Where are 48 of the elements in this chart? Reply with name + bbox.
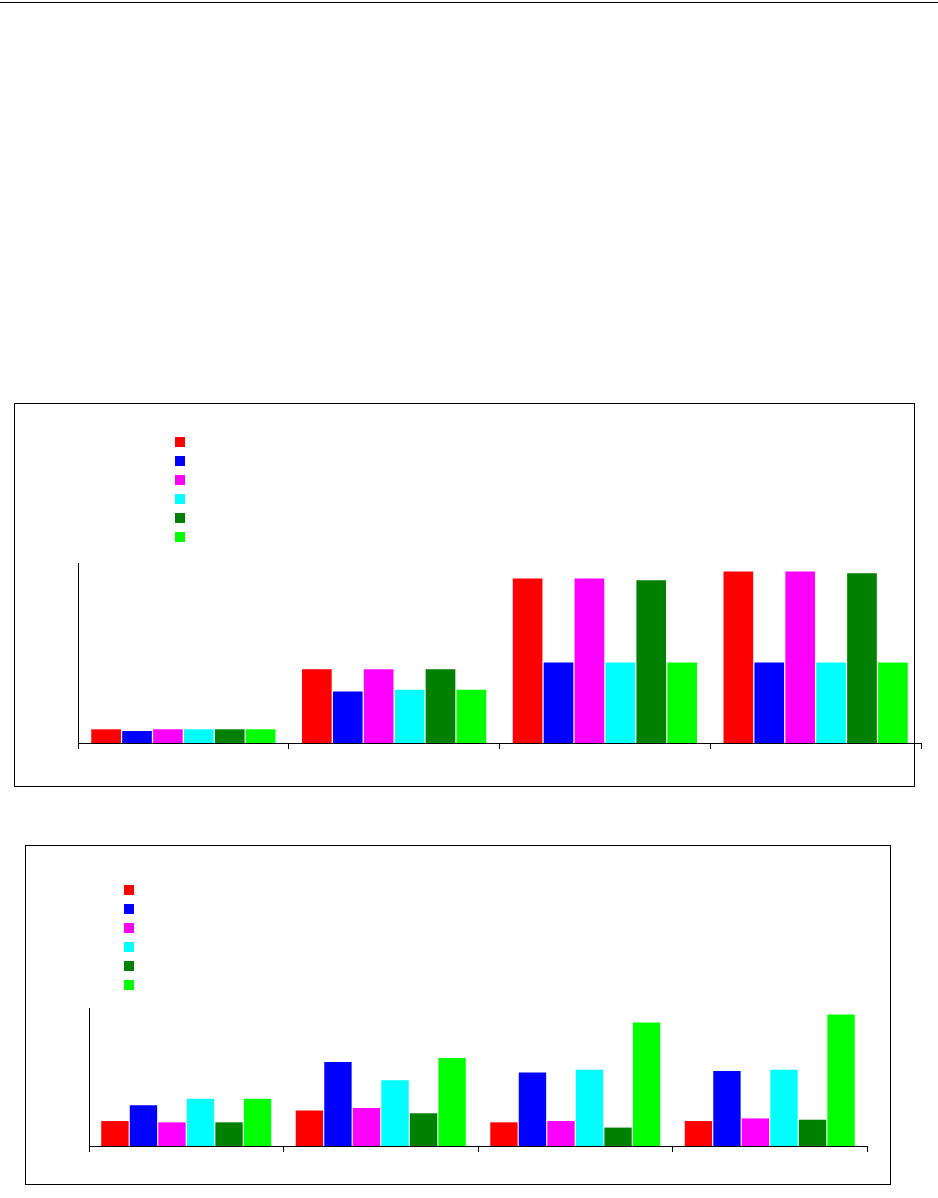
bar	[245, 729, 276, 743]
bar	[153, 729, 183, 743]
bar	[186, 1098, 215, 1146]
bar	[684, 1121, 713, 1146]
bar	[394, 689, 425, 743]
bar	[547, 1121, 575, 1146]
bar	[438, 1057, 466, 1146]
bar	[605, 662, 636, 743]
bar	[512, 578, 543, 743]
bar	[332, 691, 363, 743]
bar	[632, 1022, 661, 1146]
bar	[816, 662, 846, 743]
bar	[798, 1119, 827, 1146]
bar	[215, 1122, 243, 1146]
bar	[574, 578, 605, 743]
bar	[723, 571, 754, 743]
bar	[122, 731, 152, 743]
bar	[770, 1069, 798, 1146]
bar	[713, 1071, 741, 1146]
bar	[636, 580, 667, 743]
bar	[295, 1110, 324, 1146]
bar	[183, 729, 214, 743]
bar	[409, 1113, 438, 1146]
bar	[381, 1080, 409, 1146]
bar	[741, 1118, 770, 1146]
bar	[91, 729, 121, 743]
bar	[129, 1105, 158, 1146]
bar	[543, 662, 574, 743]
bar	[101, 1121, 129, 1146]
bar	[518, 1072, 547, 1146]
bar	[604, 1127, 632, 1146]
bar	[363, 669, 394, 743]
bar	[785, 571, 816, 743]
bar	[214, 729, 245, 743]
bar	[456, 689, 487, 743]
bar	[324, 1061, 352, 1146]
bar	[352, 1107, 381, 1146]
bar	[243, 1098, 272, 1146]
bar	[827, 1014, 855, 1146]
bar	[490, 1122, 518, 1146]
bar	[667, 662, 697, 743]
bar	[575, 1069, 604, 1146]
bar	[847, 573, 877, 743]
bar	[302, 669, 332, 743]
bar	[425, 669, 456, 743]
bar	[878, 662, 908, 743]
bar	[158, 1122, 186, 1146]
bar	[754, 662, 785, 743]
